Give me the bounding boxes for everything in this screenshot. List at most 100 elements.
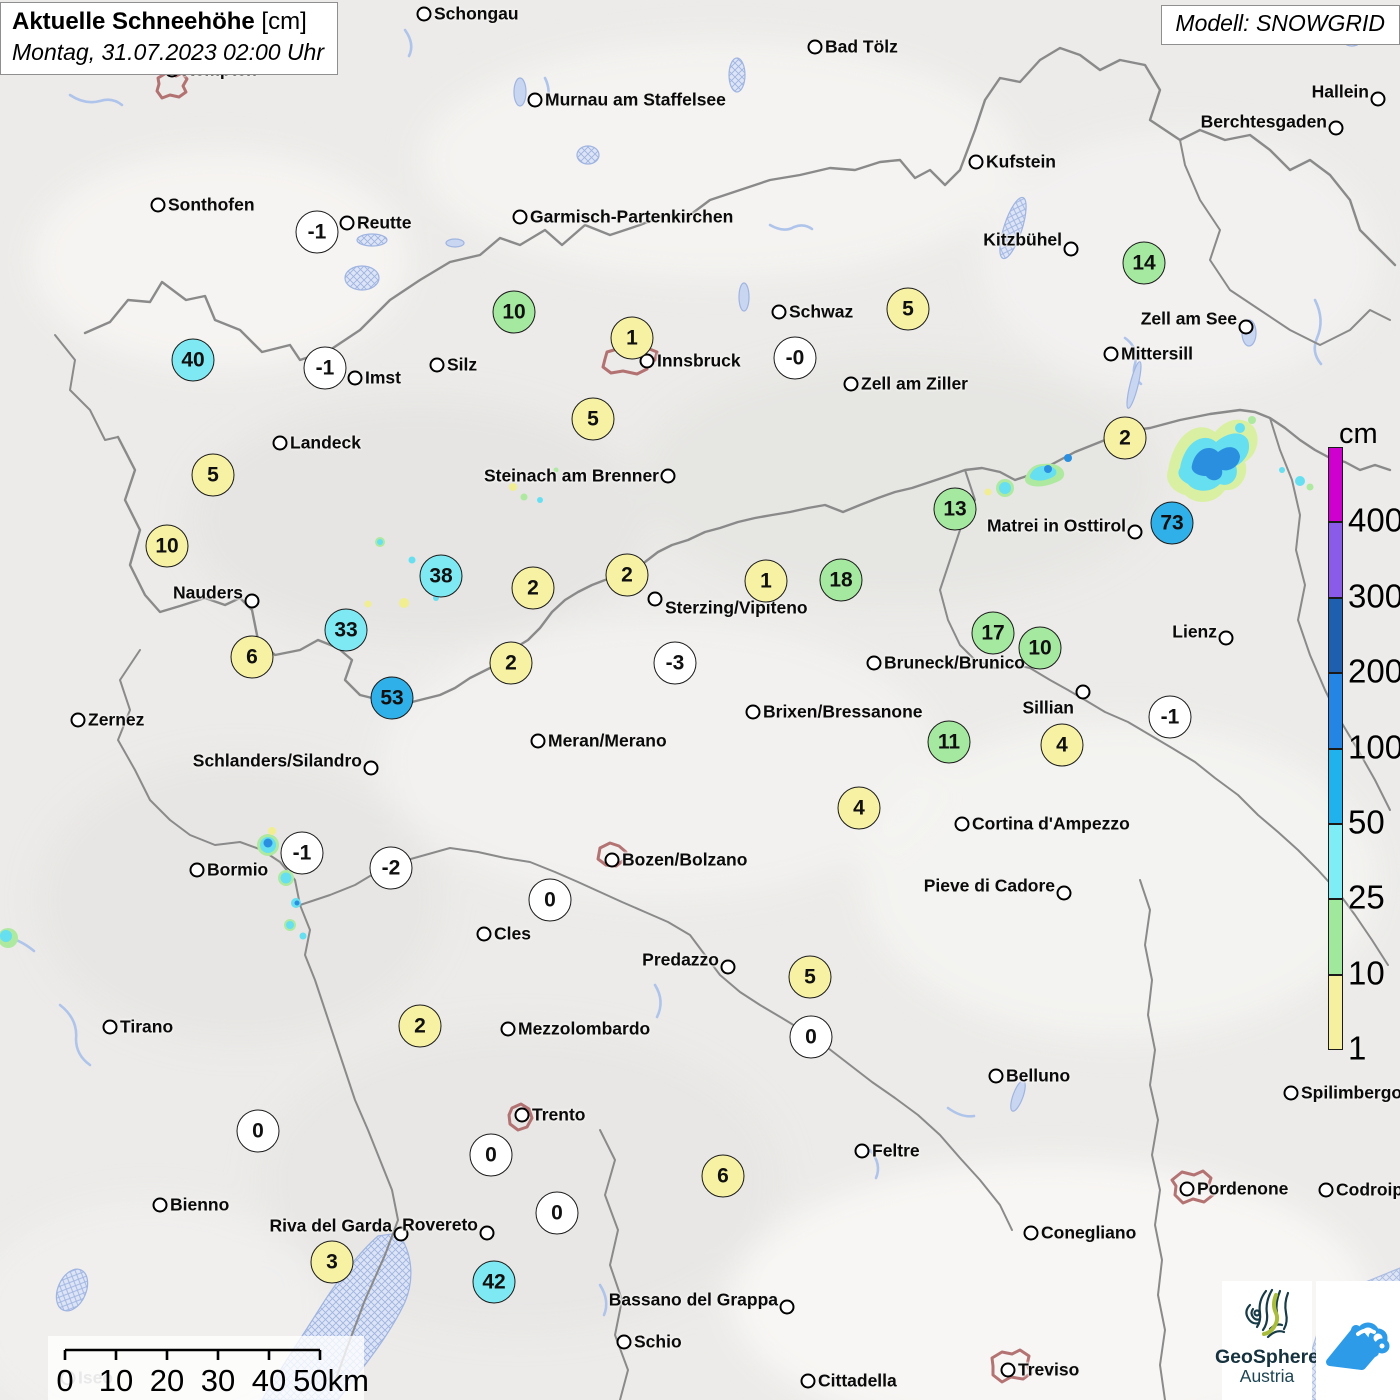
city-marker: [1063, 241, 1079, 257]
legend-tick-label: 1: [1348, 1029, 1367, 1067]
city-marker: [771, 304, 787, 320]
station-value-circle[interactable]: 0: [535, 1191, 579, 1235]
avalanche-service-logo: [1316, 1281, 1400, 1400]
city-marker: [514, 1107, 530, 1123]
city-marker: [854, 1143, 870, 1159]
legend-color-band: [1328, 748, 1343, 824]
station-value-circle[interactable]: -3: [653, 641, 697, 685]
station-value-circle[interactable]: 2: [489, 641, 533, 685]
station-value-circle[interactable]: 0: [236, 1109, 280, 1153]
station-value-circle[interactable]: 0: [469, 1133, 513, 1177]
city-marker: [616, 1334, 632, 1350]
city-marker: [152, 1197, 168, 1213]
station-value-circle[interactable]: 6: [230, 635, 274, 679]
city-marker: [1218, 630, 1234, 646]
station-value-circle[interactable]: 33: [324, 608, 368, 652]
station-value-circle[interactable]: 17: [971, 611, 1015, 655]
station-value-circle[interactable]: 0: [789, 1015, 833, 1059]
legend-tick-label: 50: [1348, 803, 1385, 841]
city-marker: [189, 862, 205, 878]
city-marker: [1075, 684, 1091, 700]
station-value-circle[interactable]: 14: [1122, 241, 1166, 285]
station-value-circle[interactable]: 6: [701, 1154, 745, 1198]
station-value-circle[interactable]: -1: [1148, 695, 1192, 739]
city-label: Tirano: [120, 1016, 174, 1037]
treviso-boundary: [990, 1348, 1033, 1384]
station-value-circle[interactable]: 5: [191, 453, 235, 497]
legend-tick-label: 100: [1348, 728, 1400, 766]
city-marker: [988, 1068, 1004, 1084]
scale-tick-label: 0: [56, 1363, 74, 1398]
station-value-circle[interactable]: -1: [280, 831, 324, 875]
city-marker: [660, 468, 676, 484]
station-value-circle[interactable]: 53: [370, 676, 414, 720]
station-value-circle[interactable]: 38: [419, 554, 463, 598]
station-value-circle[interactable]: 18: [819, 558, 863, 602]
city-label: Nauders: [172, 582, 243, 603]
city-label: Steinach am Brenner: [483, 465, 659, 486]
city-marker: [512, 209, 528, 225]
city-marker: [1000, 1362, 1016, 1378]
station-value-circle[interactable]: 1: [744, 559, 788, 603]
city-label: Schio: [634, 1331, 682, 1352]
city-marker: [363, 760, 379, 776]
station-value-circle[interactable]: 5: [571, 397, 615, 441]
model-label: Modell: SNOWGRID: [1161, 5, 1400, 45]
city-label: Brixen/Bressanone: [763, 701, 923, 722]
city-marker: [720, 959, 736, 975]
station-value-circle[interactable]: 2: [511, 566, 555, 610]
station-value-circle[interactable]: 10: [145, 524, 189, 568]
station-value-circle[interactable]: 2: [1103, 416, 1147, 460]
scale-tick-label: 30: [200, 1363, 236, 1398]
city-label: Bormio: [207, 859, 269, 880]
page-title: Aktuelle Schneehöhe [cm]: [12, 8, 307, 35]
city-label: Spilimbergo: [1301, 1082, 1400, 1103]
station-value-circle[interactable]: 13: [933, 487, 977, 531]
city-label: Treviso: [1018, 1359, 1080, 1380]
city-marker: [1103, 346, 1119, 362]
city-label: Mittersill: [1121, 343, 1193, 364]
legend-color-band: [1328, 447, 1343, 523]
scale-tick-label: 40: [251, 1363, 287, 1398]
city-label: Bozen/Bolzano: [622, 849, 748, 870]
station-value-circle[interactable]: 5: [788, 955, 832, 999]
station-value-circle[interactable]: -2: [369, 846, 413, 890]
station-value-circle[interactable]: 0: [528, 878, 572, 922]
station-value-circle[interactable]: 4: [1040, 723, 1084, 767]
city-marker: [150, 197, 166, 213]
city-marker: [347, 370, 363, 386]
station-value-circle[interactable]: 10: [492, 290, 536, 334]
city-marker: [1127, 524, 1143, 540]
station-value-circle[interactable]: 11: [927, 720, 971, 764]
city-label: Bad Tölz: [825, 36, 898, 57]
city-label: Mezzolombardo: [518, 1018, 651, 1039]
mountain-cloud-icon: [1326, 1322, 1390, 1370]
station-value-circle[interactable]: 2: [605, 553, 649, 597]
station-value-circle[interactable]: 10: [1018, 626, 1062, 670]
pordenone-boundary: [1170, 1169, 1215, 1205]
city-marker: [1283, 1085, 1299, 1101]
city-label: Bienno: [170, 1194, 230, 1215]
station-value-circle[interactable]: -1: [295, 210, 339, 254]
city-marker: [272, 435, 288, 451]
station-value-circle[interactable]: -0: [773, 336, 817, 380]
city-label: Sonthofen: [168, 194, 255, 215]
station-value-circle[interactable]: 3: [310, 1240, 354, 1284]
scale-tick-label: 50km: [293, 1363, 369, 1398]
station-value-circle[interactable]: 4: [837, 786, 881, 830]
station-value-circle[interactable]: 5: [886, 287, 930, 331]
station-value-circle[interactable]: 2: [398, 1004, 442, 1048]
scale-tick-label: 20: [149, 1363, 185, 1398]
station-value-circle[interactable]: 42: [472, 1260, 516, 1304]
city-label: Pordenone: [1197, 1178, 1289, 1199]
station-value-circle[interactable]: 1: [610, 316, 654, 360]
geosphere-logo: GeoSphere Austria: [1215, 1281, 1319, 1400]
city-label: Landeck: [290, 432, 361, 453]
station-value-circle[interactable]: 40: [171, 338, 215, 382]
station-value-circle[interactable]: -1: [303, 346, 347, 390]
city-label: Rovereto: [402, 1214, 478, 1235]
station-value-circle[interactable]: 73: [1150, 501, 1194, 545]
city-marker: [530, 733, 546, 749]
city-marker: [393, 1226, 409, 1242]
city-marker: [1179, 1181, 1195, 1197]
